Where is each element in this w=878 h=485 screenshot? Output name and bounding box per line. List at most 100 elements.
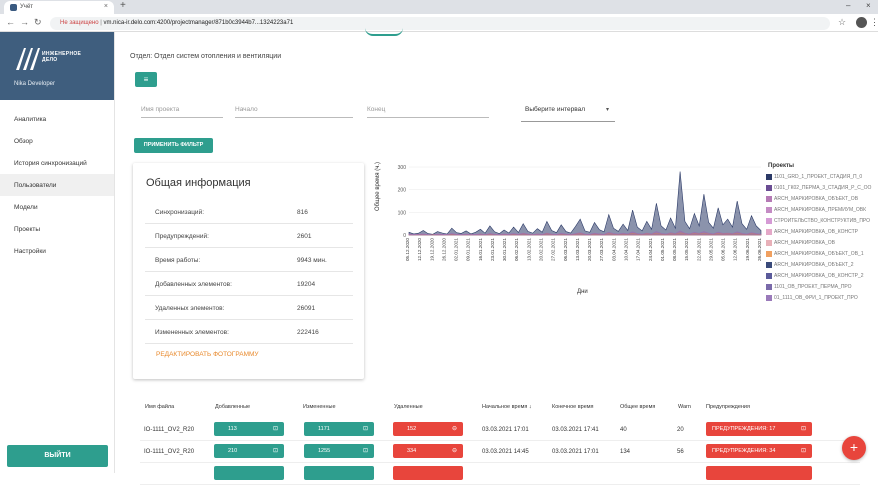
- legend-item[interactable]: 01_1111_ОВ_ФРИ_1_ПРОЕКТ_ПРО: [766, 294, 877, 305]
- browser-tab[interactable]: Учёт ×: [4, 1, 114, 14]
- end-date-input[interactable]: Конец: [367, 98, 489, 118]
- legend-swatch: [766, 262, 772, 268]
- sidebar: ИНЖЕНЕРНОЕ ДЕЛО Nika Developer Аналитика…: [0, 32, 115, 473]
- x-tick-label: 03.04.2021: [611, 238, 616, 261]
- chart-plot: 0 100 200 300 05.12.2020 12.12.2020 19.12.2020…: [398, 165, 762, 261]
- bookmark-star-icon[interactable]: ☆: [838, 17, 847, 27]
- sidebar-item-users[interactable]: Пользователи: [0, 174, 114, 196]
- changed-button[interactable]: [304, 466, 374, 480]
- brand-name: ИНЖЕНЕРНОЕ ДЕЛО: [42, 51, 82, 63]
- legend-item[interactable]: ARCH_МАРКИРОВКА_ОВ_КОНСТР: [766, 228, 877, 239]
- interval-select[interactable]: Выберите интервал ▾: [521, 97, 615, 122]
- sidebar-item-settings[interactable]: Настройки: [14, 248, 46, 255]
- x-tick-label: 22.05.2021: [696, 238, 701, 261]
- legend-item[interactable]: 1101_GRD_1_ПРОЕКТ_СТАДИЯ_П_0: [766, 173, 877, 184]
- warnings-button[interactable]: ПРЕДУПРЕЖДЕНИЯ: 17 ⊡: [706, 422, 812, 436]
- added-button[interactable]: 210 ⊡: [214, 444, 284, 458]
- start-date-input[interactable]: Начало: [235, 98, 353, 118]
- added-button[interactable]: [214, 466, 284, 480]
- edit-photogram-link[interactable]: РЕДАКТИРОВАТЬ ФОТОГРАММУ: [156, 351, 259, 358]
- y-tick-label: 300: [398, 165, 407, 171]
- legend-item[interactable]: ARCH_МАРКИРОВКА_ОБЪЕКТ_ОВ_1: [766, 250, 877, 261]
- col-header-added[interactable]: Добавленные: [215, 404, 251, 410]
- x-tick-label: 27.02.2021: [551, 238, 556, 261]
- deleted-button[interactable]: 152 ⊖: [393, 422, 463, 436]
- col-header-end[interactable]: Конечное время: [552, 404, 594, 410]
- table-row[interactable]: IO-1111_OV2_R20 113 ⊡ 1171 ⊡ 152 ⊖ 03.03.20…: [140, 419, 860, 441]
- col-header-deleted[interactable]: Удаленные: [394, 404, 423, 410]
- close-window-icon[interactable]: ×: [866, 1, 871, 10]
- col-header-changed[interactable]: Измененные: [303, 404, 336, 410]
- legend-item[interactable]: СТРОИТЕЛЬСТВО_КОНСТРУКТИВ_ПРО: [766, 217, 877, 228]
- tab-title: Учёт: [20, 4, 34, 10]
- x-tick-label: 17.04.2021: [636, 238, 641, 261]
- x-tick-label: 26.12.2020: [441, 238, 446, 261]
- sidebar-item-sync-history[interactable]: История синхронизаций: [14, 160, 87, 167]
- legend-item[interactable]: ARCH_МАРКИРОВКА_ОВ_КОНСТР_2: [766, 272, 877, 283]
- add-fab-button[interactable]: +: [842, 436, 866, 460]
- open-icon: ⊡: [272, 426, 278, 432]
- legend-swatch: [766, 295, 772, 301]
- x-tick-label: 06.03.2021: [563, 238, 568, 261]
- profile-avatar-icon[interactable]: [856, 17, 867, 28]
- x-tick-label: 08.05.2021: [672, 238, 677, 261]
- forward-icon[interactable]: →: [20, 17, 29, 27]
- summary-row-deleted: Удаленных элементов: 26091: [145, 296, 353, 320]
- legend-item[interactable]: ARCH_МАРКИРОВКА_ОБЪЕКТ_ОВ: [766, 195, 877, 206]
- legend-item[interactable]: 1101_ОВ_ПРОЕКТ_ПЕРМА_ПРО: [766, 283, 877, 294]
- legend-swatch: [766, 251, 772, 257]
- series-area: [408, 230, 762, 236]
- legend-swatch: [766, 196, 772, 202]
- changed-button[interactable]: 1255 ⊡: [304, 444, 374, 458]
- legend-item[interactable]: ARCH_МАРКИРОВКА_ПРЕМИУМ_ОВК: [766, 206, 877, 217]
- added-button[interactable]: 113 ⊡: [214, 422, 284, 436]
- browser-toolbar: ← → ↻ Не защищено | vm.nica-ir.delo.com:…: [0, 14, 878, 32]
- col-header-start[interactable]: Начальное время ↓: [482, 404, 532, 410]
- filter-toggle-button[interactable]: ≡: [135, 72, 157, 87]
- start-time: 03.03.2021 14:45: [482, 449, 529, 455]
- x-tick-label: 15.05.2021: [684, 238, 689, 261]
- changed-button[interactable]: 1171 ⊡: [304, 422, 374, 436]
- browser-menu-icon[interactable]: ⋮: [870, 17, 878, 27]
- legend-item[interactable]: 0101_ГК02_ПЕРМА_3_СТАДИЯ_Р_С_ОО: [766, 184, 877, 195]
- legend-item[interactable]: ARCH_МАРКИРОВКА_ОВ: [766, 239, 877, 250]
- sidebar-item-projects[interactable]: Проекты: [14, 226, 41, 233]
- col-header-warnings[interactable]: Предупреждения: [706, 404, 750, 410]
- reload-icon[interactable]: ↻: [34, 17, 42, 27]
- logout-button[interactable]: ВЫЙТИ: [7, 445, 108, 467]
- project-name-input[interactable]: Имя проекта: [141, 98, 223, 118]
- tab-close-icon[interactable]: ×: [103, 3, 108, 10]
- apply-filter-button[interactable]: ПРИМЕНИТЬ ФИЛЬТР: [134, 138, 213, 153]
- deleted-button[interactable]: 334 ⊖: [393, 444, 463, 458]
- y-tick-label: 200: [398, 188, 407, 194]
- warnings-button[interactable]: ПРЕДУПРЕЖДЕНИЯ: 34 ⊡: [706, 444, 812, 458]
- remove-icon: ⊖: [451, 426, 457, 432]
- x-tick-label: 23.01.2021: [490, 238, 495, 261]
- col-header-file[interactable]: Имя файла: [145, 404, 175, 410]
- start-time: 03.03.2021 17:01: [482, 427, 529, 433]
- new-tab-button[interactable]: +: [120, 0, 126, 11]
- warn-count: 56: [677, 449, 684, 455]
- sidebar-item-analytics[interactable]: Аналитика: [14, 116, 47, 123]
- col-header-total[interactable]: Общее время: [620, 404, 656, 410]
- minimize-icon[interactable]: –: [846, 1, 851, 10]
- col-header-warn[interactable]: Warn: [678, 404, 691, 410]
- x-tick-label: 19.12.2020: [429, 238, 434, 261]
- sidebar-item-overview[interactable]: Обзор: [14, 138, 33, 145]
- open-icon: ⊡: [272, 448, 278, 454]
- sidebar-item-models[interactable]: Модели: [14, 204, 38, 211]
- table-row[interactable]: [140, 463, 860, 485]
- remove-icon: ⊖: [451, 448, 457, 454]
- end-time: 03.03.2021 17:01: [552, 449, 599, 455]
- address-bar[interactable]: Не защищено | vm.nica-ir.delo.com:4200/p…: [50, 17, 830, 30]
- back-icon[interactable]: ←: [6, 17, 15, 27]
- x-tick-label: 12.06.2021: [733, 238, 738, 261]
- legend-title: Проекты: [768, 163, 795, 169]
- table-row[interactable]: IO-1111_OV2_R20 210 ⊡ 1255 ⊡ 334 ⊖ 03.03.20…: [140, 441, 860, 463]
- warnings-button[interactable]: [706, 466, 812, 480]
- chevron-down-icon: ▾: [605, 107, 609, 113]
- deleted-button[interactable]: [393, 466, 463, 480]
- y-tick-label: 0: [403, 233, 406, 239]
- legend-item[interactable]: ARCH_МАРКИРОВКА_ОБЪЕКТ_2: [766, 261, 877, 272]
- sidebar-nav: Аналитика Обзор История синхронизаций По…: [0, 108, 114, 262]
